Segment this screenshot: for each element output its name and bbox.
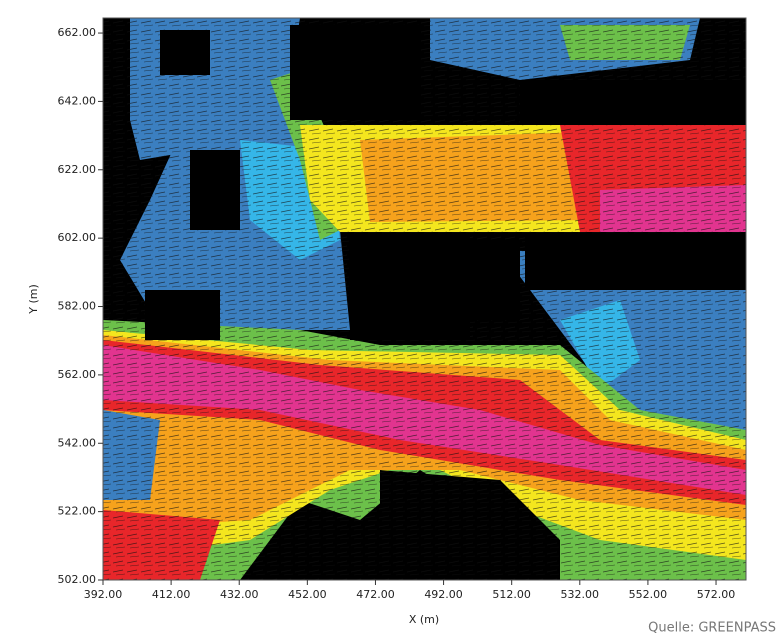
- x-tick-label: 532.00: [561, 588, 600, 601]
- y-tick-label: 522.00: [58, 505, 97, 518]
- x-tick-label: 512.00: [492, 588, 531, 601]
- y-tick-label: 582.00: [58, 300, 97, 313]
- y-tick-label: 542.00: [58, 436, 97, 449]
- y-tick-label: 622.00: [58, 163, 97, 176]
- x-tick-label: 572.00: [697, 588, 736, 601]
- y-tick-label: 642.00: [58, 94, 97, 107]
- x-tick-label: 412.00: [152, 588, 191, 601]
- y-tick-label: 602.00: [58, 231, 97, 244]
- x-tick-label: 492.00: [424, 588, 463, 601]
- source: Quelle: GREENPASS: [648, 621, 776, 636]
- y-tick-label: 502.00: [58, 573, 97, 586]
- flow-field: [103, 18, 746, 580]
- y-tick-label: 562.00: [58, 368, 97, 381]
- x-tick-label: 552.00: [629, 588, 668, 601]
- y-tick-label: 662.00: [58, 26, 97, 39]
- y-axis-label: Y (m): [27, 284, 40, 315]
- x-axis-label: X (m): [409, 613, 439, 626]
- x-tick-label: 472.00: [356, 588, 395, 601]
- x-tick-label: 452.00: [288, 588, 327, 601]
- x-tick-label: 432.00: [220, 588, 259, 601]
- chart: Y (m) X (m) Quelle: GREENPASS 392.00 412.…: [0, 0, 776, 639]
- x-tick-label: 392.00: [84, 588, 123, 601]
